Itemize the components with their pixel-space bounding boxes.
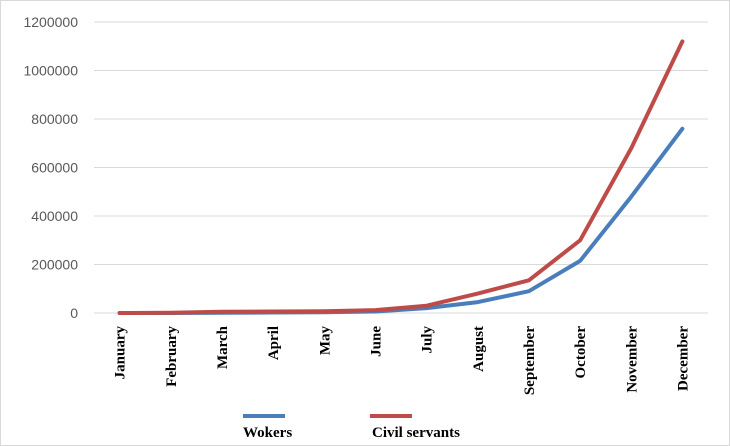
y-tick-label: 1200000 [23,14,78,30]
x-tick-label: May [317,326,333,356]
x-tick-label: April [266,326,282,360]
x-tick-label: August [471,326,487,372]
y-tick-label: 0 [70,305,78,321]
series-line-0 [117,126,685,315]
y-tick-label: 600000 [31,160,78,176]
y-tick-label: 400000 [31,208,78,224]
x-tick-label: June [368,326,384,357]
y-tick-label: 200000 [31,257,78,273]
grid-lines [94,21,708,314]
series-line-1 [117,39,685,315]
legend-label-1: Civil servants [372,425,460,441]
x-tick-label: November [624,326,640,393]
y-tick-label: 800000 [31,111,78,127]
x-tick-label: December [675,326,691,391]
y-tick-label: 1000000 [23,63,78,79]
x-tick-label: October [573,326,589,379]
x-tick-label: September [522,326,538,395]
series-lines [117,39,685,315]
x-axis-ticks: January February March April May June July Augu… [113,325,692,395]
x-tick-label: March [215,325,231,369]
legend-label-0: Wokers [243,425,292,441]
y-axis-ticks: 0 200000 400000 600000 800000 1000000 1200000 [23,14,78,321]
legend: Wokers Civil servants [243,414,460,441]
x-tick-label: January [113,326,129,380]
x-tick-label: February [164,326,180,387]
x-tick-label: July [420,326,436,354]
